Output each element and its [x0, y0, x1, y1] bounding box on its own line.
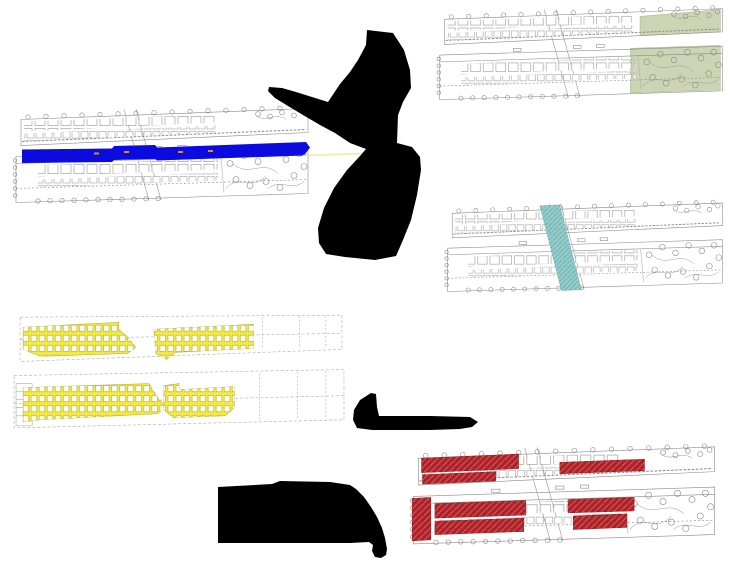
yellow-block-upper-right — [153, 323, 254, 360]
red-block — [567, 497, 635, 514]
site-plan-blue-axis — [12, 105, 310, 204]
arrow-blob-top-center-icon — [268, 30, 421, 260]
axis-band-orange-marks — [94, 150, 213, 155]
red-block — [573, 513, 628, 530]
red-block — [559, 458, 645, 474]
red-block — [434, 500, 527, 519]
red-block — [421, 453, 519, 473]
red-block — [422, 471, 497, 485]
yellow-unit-blocks — [22, 321, 254, 423]
site-plan-red-blocks — [409, 443, 716, 546]
yellow-block-upper-left — [22, 321, 137, 357]
roof-plan-yellow-blocks — [13, 314, 345, 429]
red-building-blocks — [411, 453, 645, 542]
site-plan-teal-corridor — [444, 199, 724, 293]
yellow-block-lower-right — [163, 383, 235, 419]
red-block — [434, 517, 524, 535]
red-block — [411, 497, 432, 542]
site-plan-linework — [444, 199, 724, 293]
arrow-bottom-center-icon — [218, 481, 387, 558]
yellow-block-lower-left — [22, 383, 168, 423]
blue-axis-band — [22, 142, 310, 163]
thin-yellow-connector-line — [303, 152, 366, 157]
green-landscape-patch-lower — [630, 45, 721, 94]
arrow-left-middle-icon — [353, 393, 478, 430]
teal-corridor-band — [539, 204, 582, 291]
site-plan-green-landscape — [436, 5, 723, 101]
